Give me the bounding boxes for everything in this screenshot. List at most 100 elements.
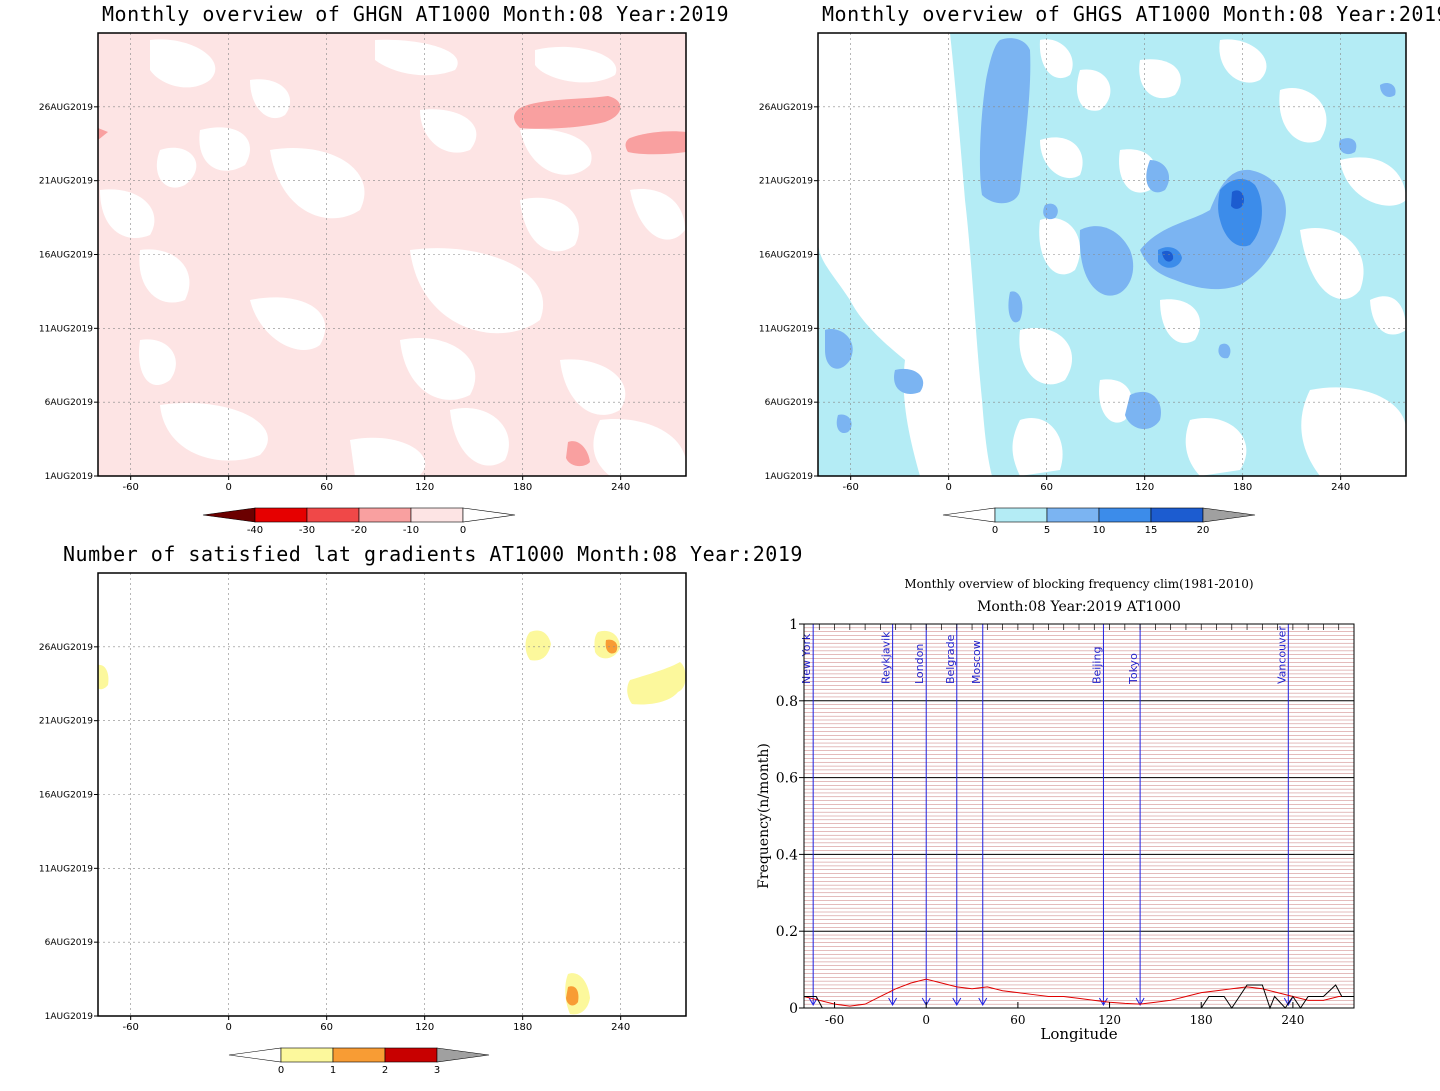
y-tick-label: 1 xyxy=(789,617,798,633)
city-arrow-icon xyxy=(888,997,898,1007)
ghgn-white-patches xyxy=(100,39,686,476)
ghgs-field xyxy=(818,33,1406,476)
city-arrow-icon xyxy=(1135,997,1145,1007)
colorbar-swatch xyxy=(306,507,360,523)
y-tick-label: 6AUG2019 xyxy=(45,398,94,408)
nsat-y-ticks: 1AUG2019 6AUG2019 11AUG2019 16AUG2019 21AUG2… xyxy=(39,643,98,1022)
ghgs-colorbar: 0 5 10 15 20 xyxy=(942,507,1256,536)
x-tick-label: 240 xyxy=(611,482,630,493)
y-tick-label: 16AUG2019 xyxy=(759,251,813,261)
y-tick-label: 26AUG2019 xyxy=(39,643,93,653)
city-arrow-icon xyxy=(808,997,818,1007)
y-tick-label: 0.4 xyxy=(776,847,798,863)
city-arrow-icon xyxy=(1099,997,1108,1007)
colorbar-left-extension xyxy=(228,1047,282,1063)
ghgs-title: Monthly overview of GHGS AT1000 Month:08… xyxy=(822,2,1440,26)
y-tick-label: 6AUG2019 xyxy=(45,938,94,948)
x-tick-label: 240 xyxy=(1281,1013,1304,1027)
y-tick-label: 11AUG2019 xyxy=(759,324,813,334)
ghgs-grid xyxy=(818,33,1406,476)
ghgn-negative-blobs xyxy=(98,96,686,467)
nsat-grid xyxy=(98,573,686,1016)
x-tick-label: 60 xyxy=(320,1022,333,1033)
blocking-title: Monthly overview of blocking frequency c… xyxy=(904,577,1253,591)
y-tick-label: 1AUG2019 xyxy=(765,472,814,482)
y-tick-label: 11AUG2019 xyxy=(39,864,93,874)
city-arrow-icon xyxy=(978,997,988,1007)
y-tick-label: 6AUG2019 xyxy=(765,398,814,408)
ghgn-x-ticks: -60 0 60 120 180 240 xyxy=(122,476,630,493)
y-tick-label: 21AUG2019 xyxy=(39,177,93,187)
x-tick-label: 240 xyxy=(1331,482,1350,493)
nsat-field xyxy=(98,630,686,1015)
y-tick-label: 0.6 xyxy=(776,771,798,787)
colorbar-label: 0 xyxy=(992,525,998,536)
ghgn-title: Monthly overview of GHGN AT1000 Month:08… xyxy=(102,2,730,26)
ghgn-colorbar: -40 -30 -20 -10 0 xyxy=(202,507,516,536)
y-tick-label: 0.2 xyxy=(776,924,798,940)
y-tick-label: 0.8 xyxy=(776,694,798,710)
x-tick-label: 120 xyxy=(1098,1013,1121,1027)
colorbar-right-extension xyxy=(436,1047,490,1063)
city-label: Belgrade xyxy=(944,634,957,684)
colorbar-label: 0 xyxy=(460,525,466,536)
x-tick-label: 180 xyxy=(1233,482,1252,493)
ghgn-plot: -60 0 60 120 180 240 1AUG2019 6AUG2019 11AUG201… xyxy=(39,32,687,536)
blocking-x-ticks: -60 0 60 120 180 240 xyxy=(803,624,1355,1027)
x-tick-label: 120 xyxy=(415,482,434,493)
nsat-panel: Number of satisfied lat gradients AT1000… xyxy=(0,540,803,1091)
y-tick-label: 11AUG2019 xyxy=(39,324,93,334)
blocking-city-lines: New York Reykjavik London Belgrade Moscow Bei… xyxy=(800,624,1293,1007)
colorbar-swatch xyxy=(1150,507,1204,523)
ghgs-panel: Monthly overview of GHGS AT1000 Month:08… xyxy=(720,0,1440,540)
colorbar-label: 15 xyxy=(1145,525,1158,536)
colorbar-label: 3 xyxy=(434,1065,440,1076)
colorbar-swatch xyxy=(410,507,464,523)
x-tick-label: 60 xyxy=(1040,482,1053,493)
nsat-level1-blobs xyxy=(98,630,686,1015)
x-tick-label: 0 xyxy=(922,1013,930,1027)
y-tick-label: 21AUG2019 xyxy=(39,717,93,727)
colorbar-label: 5 xyxy=(1044,525,1050,536)
blocking-xlabel: Longitude xyxy=(1040,1025,1117,1043)
x-tick-label: 240 xyxy=(611,1022,630,1033)
city-label: Moscow xyxy=(970,640,983,684)
city-arrow-icon xyxy=(952,997,962,1007)
blocking-y-ticks: 0 0.2 0.4 0.6 0.8 1 xyxy=(776,617,804,1017)
colorbar-swatch xyxy=(1046,507,1100,523)
nsat-title: Number of satisfied lat gradients AT1000… xyxy=(63,542,803,566)
colorbar-right-extension xyxy=(462,507,516,523)
x-tick-label: 0 xyxy=(225,1022,231,1033)
colorbar-label: 2 xyxy=(382,1065,388,1076)
x-tick-label: 120 xyxy=(1135,482,1154,493)
colorbar-swatch xyxy=(358,507,412,523)
city-label: Beijing xyxy=(1090,647,1103,684)
ghgs-x-ticks: -60 0 60 120 180 240 xyxy=(842,476,1350,493)
ghgn-y-ticks: 1AUG2019 6AUG2019 11AUG2019 16AUG2019 21AUG2… xyxy=(39,103,98,482)
y-tick-label: 26AUG2019 xyxy=(39,103,93,113)
colorbar-left-extension xyxy=(202,507,256,523)
y-tick-label: 26AUG2019 xyxy=(759,103,813,113)
colorbar-label: -40 xyxy=(247,525,263,536)
nsat-colorbar: 0 1 2 3 xyxy=(228,1047,490,1076)
ghgs-deepest-blobs xyxy=(1162,190,1244,262)
colorbar-left-extension xyxy=(942,507,996,523)
blocking-major-grid xyxy=(804,700,1354,932)
colorbar-label: -30 xyxy=(299,525,315,536)
x-tick-label: 60 xyxy=(320,482,333,493)
city-label: Reykjavik xyxy=(880,631,893,684)
ghgs-y-ticks: 1AUG2019 6AUG2019 11AUG2019 16AUG2019 21AUG2… xyxy=(759,103,818,482)
colorbar-swatch xyxy=(332,1047,386,1063)
colorbar-label: 1 xyxy=(330,1065,336,1076)
y-tick-label: 1AUG2019 xyxy=(45,1012,94,1022)
nsat-x-ticks: -60 0 60 120 180 240 xyxy=(122,1016,630,1033)
colorbar-swatch xyxy=(254,507,308,523)
city-label: New York xyxy=(800,633,813,684)
city-label: London xyxy=(913,644,926,684)
blocking-panel: Monthly overview of blocking frequency c… xyxy=(720,540,1440,1091)
x-tick-label: -60 xyxy=(122,482,138,493)
x-tick-label: -60 xyxy=(122,1022,138,1033)
city-label: Vancouver xyxy=(1275,626,1288,684)
colorbar-swatch xyxy=(1098,507,1152,523)
x-tick-label: -60 xyxy=(842,482,858,493)
